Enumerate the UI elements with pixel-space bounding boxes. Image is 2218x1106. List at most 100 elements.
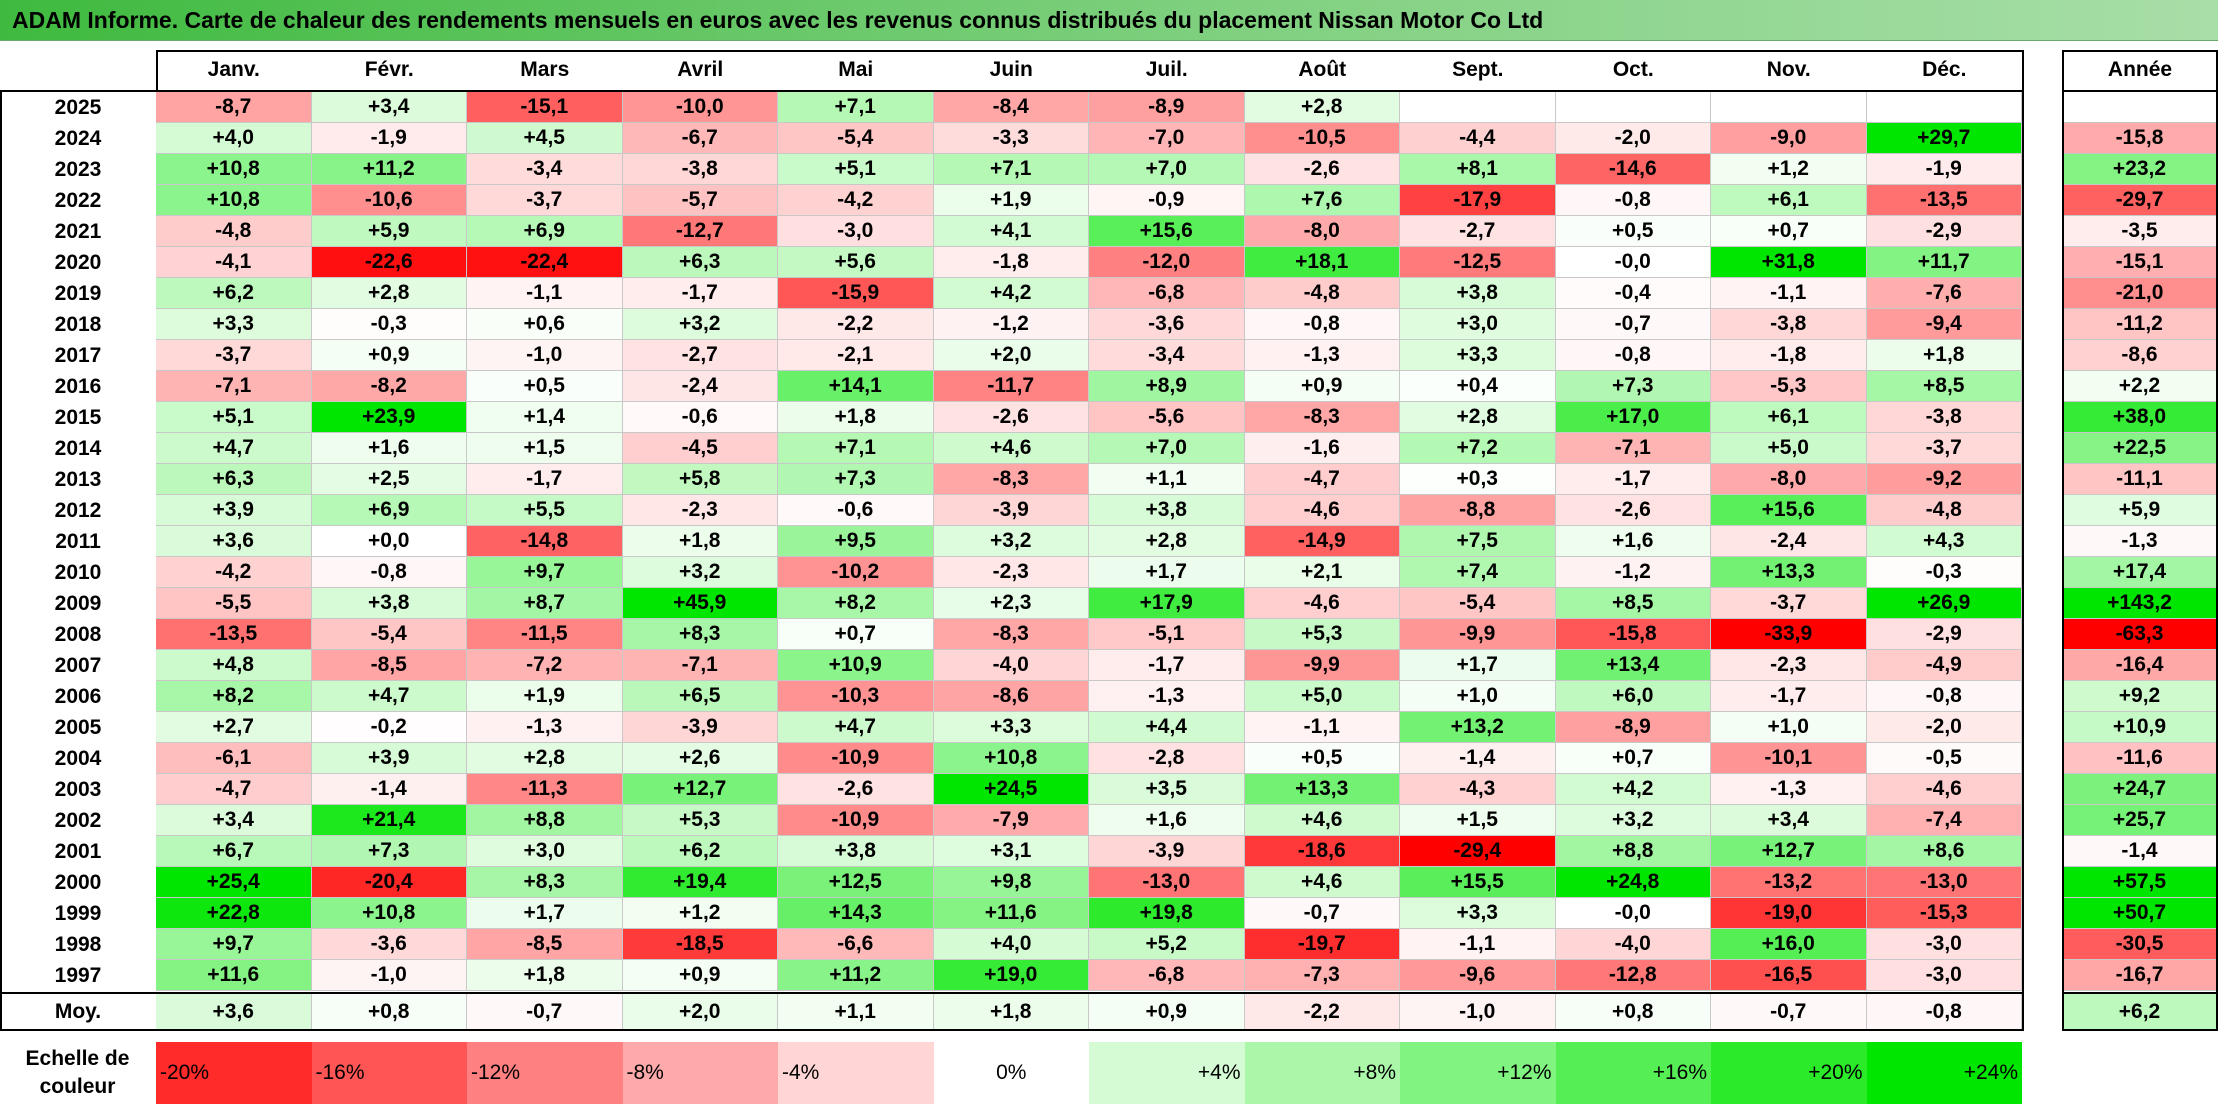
heatmap-cell: -0,9 xyxy=(1089,185,1245,216)
heatmap-cell: +45,9 xyxy=(622,588,778,619)
heatmap-cell: +2,3 xyxy=(933,588,1089,619)
heatmap-cell: -1,7 xyxy=(622,278,778,309)
annual-cell: +23,2 xyxy=(2062,154,2218,185)
heatmap-cell: -12,0 xyxy=(1089,247,1245,278)
heatmap-cell: -2,6 xyxy=(778,774,934,805)
heatmap-cell: +4,8 xyxy=(156,650,312,681)
heatmap-cell: -4,2 xyxy=(778,185,934,216)
heatmap-cell: +13,3 xyxy=(1711,557,1867,588)
heatmap-cell: -18,5 xyxy=(622,929,778,960)
heatmap-cell: +5,0 xyxy=(1244,681,1400,712)
heatmap-cell: -3,9 xyxy=(933,495,1089,526)
heatmap-cell: -3,4 xyxy=(467,154,623,185)
annual-cell: -15,1 xyxy=(2062,247,2218,278)
year-label: 2004 xyxy=(0,743,156,774)
heatmap-cell: -1,9 xyxy=(1866,154,2022,185)
year-label: 2018 xyxy=(0,309,156,340)
heatmap-cell: -0,3 xyxy=(1866,557,2022,588)
heatmap-cell: +7,0 xyxy=(1089,433,1245,464)
heatmap-cell: -2,3 xyxy=(933,557,1089,588)
heatmap-cell: -14,8 xyxy=(467,526,623,557)
heatmap-cell: +5,1 xyxy=(156,402,312,433)
heatmap-cell: -4,0 xyxy=(1555,929,1711,960)
month-header: Août xyxy=(1244,50,1400,90)
heatmap-cell: -8,9 xyxy=(1555,712,1711,743)
heatmap-cell: -10,2 xyxy=(778,557,934,588)
heatmap-cell: -8,3 xyxy=(933,464,1089,495)
heatmap-cell: +3,9 xyxy=(156,495,312,526)
month-header: Nov. xyxy=(1711,50,1867,90)
average-cell: +1,8 xyxy=(933,994,1089,1030)
month-header: Janv. xyxy=(156,50,312,90)
heatmap-cell: +5,8 xyxy=(622,464,778,495)
heatmap-cell: +8,2 xyxy=(156,681,312,712)
heatmap-cell: +6,9 xyxy=(467,216,623,247)
heatmap-cell: +12,5 xyxy=(778,867,934,898)
annual-cell: +10,9 xyxy=(2062,712,2218,743)
heatmap-cell: -0,6 xyxy=(622,402,778,433)
year-label: 2009 xyxy=(0,588,156,619)
heatmap-cell: +9,8 xyxy=(933,867,1089,898)
heatmap-cell: -9,9 xyxy=(1244,650,1400,681)
heatmap-cell: +0,9 xyxy=(622,960,778,991)
heatmap-cell: -3,4 xyxy=(1089,340,1245,371)
annual-cell: +2,2 xyxy=(2062,371,2218,402)
heatmap-cell: +7,1 xyxy=(778,433,934,464)
heatmap-cell: -10,6 xyxy=(311,185,467,216)
heatmap-cell: -13,2 xyxy=(1711,867,1867,898)
heatmap-cell: -5,3 xyxy=(1711,371,1867,402)
heatmap-cell: +5,5 xyxy=(467,495,623,526)
year-label: 2016 xyxy=(0,371,156,402)
heatmap-cell: +1,8 xyxy=(1866,340,2022,371)
heatmap-cell: +6,1 xyxy=(1711,402,1867,433)
heatmap-cell: -16,5 xyxy=(1711,960,1867,991)
heatmap-cell: -4,7 xyxy=(1244,464,1400,495)
heatmap-cell: +8,9 xyxy=(1089,371,1245,402)
heatmap-cell: -5,6 xyxy=(1089,402,1245,433)
average-cell: -0,8 xyxy=(1866,994,2022,1030)
heatmap-cell: -8,5 xyxy=(311,650,467,681)
heatmap-cell: +10,8 xyxy=(933,743,1089,774)
heatmap-cell: -9,2 xyxy=(1866,464,2022,495)
annual-cell: -11,6 xyxy=(2062,743,2218,774)
heatmap-cell: -4,8 xyxy=(1244,278,1400,309)
heatmap-cell: +29,7 xyxy=(1866,123,2022,154)
heatmap-cell: +5,9 xyxy=(311,216,467,247)
heatmap-cell: +7,4 xyxy=(1400,557,1556,588)
heatmap-cell: +3,3 xyxy=(156,309,312,340)
average-cell: +0,8 xyxy=(1555,994,1711,1030)
heatmap-cell: +1,6 xyxy=(1089,805,1245,836)
heatmap-cell: -1,4 xyxy=(1400,743,1556,774)
heatmap-cell: +4,6 xyxy=(1244,805,1400,836)
heatmap-cell: +0,5 xyxy=(1555,216,1711,247)
average-cell: +1,1 xyxy=(778,994,934,1030)
year-label: 2015 xyxy=(0,402,156,433)
heatmap-cell: -14,9 xyxy=(1244,526,1400,557)
heatmap-cell: -15,3 xyxy=(1866,898,2022,929)
heatmap-cell: +25,4 xyxy=(156,867,312,898)
heatmap-cell: -0,7 xyxy=(1244,898,1400,929)
heatmap-cell: -4,4 xyxy=(1400,123,1556,154)
heatmap-cell: -9,4 xyxy=(1866,309,2022,340)
color-scale-swatch: -20% xyxy=(156,1042,312,1104)
heatmap-cell: +8,5 xyxy=(1555,588,1711,619)
heatmap-cell: -2,0 xyxy=(1555,123,1711,154)
heatmap-cell: -1,8 xyxy=(933,247,1089,278)
heatmap-cell: +11,7 xyxy=(1866,247,2022,278)
heatmap-cell: +24,5 xyxy=(933,774,1089,805)
heatmap-cell: -4,8 xyxy=(156,216,312,247)
heatmap-cell: +31,8 xyxy=(1711,247,1867,278)
heatmap-cell: +0,9 xyxy=(1244,371,1400,402)
heatmap-cell: +5,3 xyxy=(1244,619,1400,650)
annual-cell: +24,7 xyxy=(2062,774,2218,805)
heatmap-cell: +2,8 xyxy=(1089,526,1245,557)
color-scale-swatch: +12% xyxy=(1400,1042,1556,1104)
heatmap-cell: -4,7 xyxy=(156,774,312,805)
heatmap-cell: +2,8 xyxy=(311,278,467,309)
heatmap-cell: -4,6 xyxy=(1244,588,1400,619)
color-scale-swatch: +8% xyxy=(1244,1042,1400,1104)
heatmap-cell: +11,2 xyxy=(778,960,934,991)
heatmap-cell: +4,7 xyxy=(311,681,467,712)
heatmap-cell: +24,8 xyxy=(1555,867,1711,898)
heatmap-cell: -2,9 xyxy=(1866,619,2022,650)
